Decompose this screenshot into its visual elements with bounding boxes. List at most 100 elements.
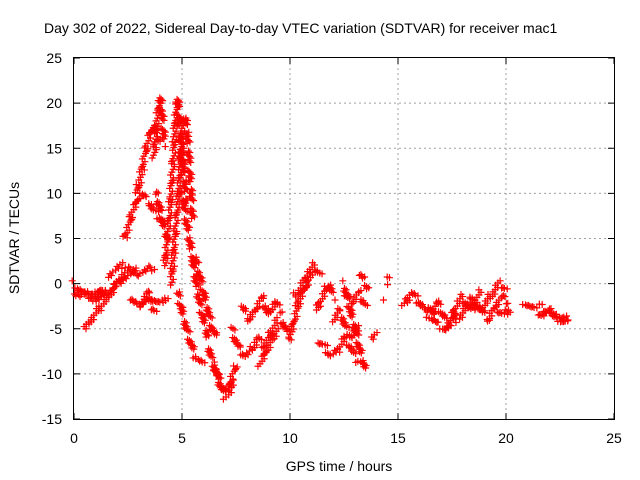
series-segment: [535, 300, 572, 326]
x-tick-label: 0: [70, 430, 78, 446]
series-segment: [148, 94, 169, 162]
data-point: [505, 306, 513, 314]
series-segment: [254, 325, 282, 370]
data-point: [161, 143, 169, 151]
data-point: [178, 189, 186, 197]
data-point: [156, 205, 164, 213]
data-point: [183, 139, 191, 147]
series-segment: [340, 287, 371, 309]
data-point: [363, 285, 371, 293]
data-point: [199, 278, 207, 286]
data-point: [182, 206, 190, 214]
y-tick-label: 25: [46, 50, 62, 66]
data-point: [190, 345, 198, 353]
data-point: [176, 292, 184, 300]
data-point: [290, 289, 298, 297]
data-point: [329, 288, 337, 296]
data-point: [481, 308, 489, 316]
data-point: [331, 296, 339, 304]
data-point: [176, 187, 184, 195]
series-segment: [383, 273, 393, 289]
data-point: [192, 260, 200, 268]
series-segment: [105, 259, 133, 281]
data-point: [428, 306, 436, 314]
x-tick-label: 20: [498, 430, 514, 446]
data-point: [276, 301, 284, 309]
data-point: [276, 309, 284, 317]
tick-labels: 0 5 10 15 20 25 25 20 15 10 5 0 -5 -10 -15: [42, 50, 622, 446]
data-point: [273, 314, 281, 322]
data-point: [151, 265, 159, 273]
y-tick-label: -5: [50, 321, 63, 337]
data-point: [131, 267, 139, 275]
data-point: [160, 223, 168, 231]
data-point: [146, 263, 154, 271]
data-point: [309, 259, 317, 267]
data-point: [175, 291, 183, 299]
data-point: [384, 281, 392, 289]
data-point: [122, 275, 130, 283]
data-point: [164, 295, 172, 303]
data-point: [355, 288, 363, 296]
data-point: [346, 312, 354, 320]
data-point: [414, 292, 422, 300]
data-point: [373, 329, 381, 337]
data-point: [197, 277, 205, 285]
data-point: [145, 289, 153, 297]
data-point: [359, 274, 367, 282]
data-point: [246, 343, 254, 351]
data-point: [183, 121, 191, 129]
x-tick-label: 5: [178, 430, 186, 446]
data-point: [503, 285, 511, 293]
data-point: [293, 299, 301, 307]
data-point: [538, 301, 546, 309]
data-point: [191, 264, 199, 272]
data-point: [156, 137, 164, 145]
data-point: [209, 354, 217, 362]
data-point: [132, 181, 140, 189]
series-segment: [290, 259, 326, 301]
data-point: [182, 119, 190, 127]
data-point: [125, 263, 133, 271]
data-point: [471, 296, 479, 304]
series-segment: [355, 271, 373, 293]
data-point: [242, 307, 250, 315]
data-point: [156, 98, 164, 106]
series-segment: [92, 262, 159, 305]
y-tick-label: 0: [54, 276, 62, 292]
data-point: [496, 277, 504, 285]
data-point: [158, 222, 166, 230]
data-point: [200, 319, 208, 327]
data-point: [437, 300, 445, 308]
data-point: [160, 116, 168, 124]
data-point: [318, 270, 326, 278]
data-point: [185, 157, 193, 165]
data-point: [119, 259, 127, 267]
series-segment: [237, 292, 286, 325]
data-point: [410, 289, 418, 297]
data-point: [196, 300, 204, 308]
data-point: [357, 271, 365, 279]
series-segment: [176, 187, 213, 341]
y-tick-label: 5: [54, 231, 62, 247]
data-point: [176, 102, 184, 110]
data-point: [274, 325, 282, 333]
data-point: [200, 295, 208, 303]
data-point: [186, 178, 194, 186]
data-point: [457, 290, 465, 298]
series-segment: [175, 114, 198, 222]
series-segment: [466, 292, 512, 325]
series-segment: [131, 122, 164, 197]
series-segment: [314, 332, 362, 366]
data-point: [502, 300, 510, 308]
data-point: [145, 262, 153, 270]
data-point: [348, 313, 356, 321]
data-point: [356, 348, 364, 356]
data-point: [132, 298, 140, 306]
data-point: [352, 358, 360, 366]
y-axis-label: SDTVAR / TECUs: [6, 182, 22, 294]
data-point: [353, 330, 361, 338]
y-tick-label: -10: [42, 366, 62, 382]
data-point: [336, 306, 344, 314]
data-point: [475, 286, 483, 294]
